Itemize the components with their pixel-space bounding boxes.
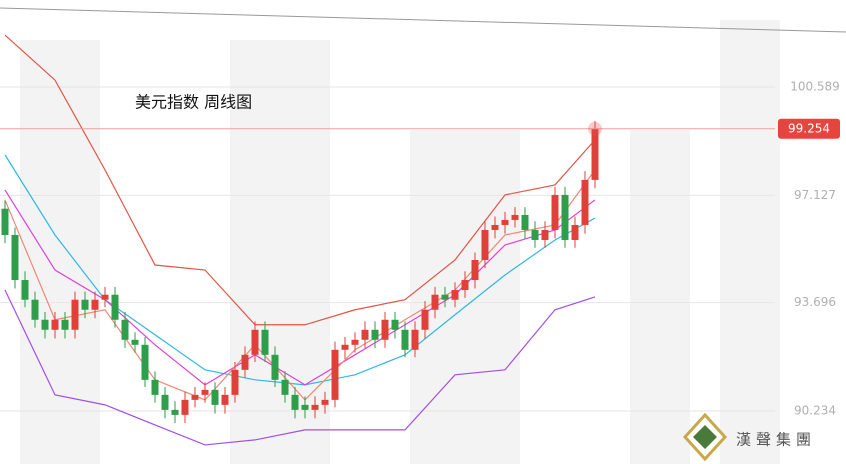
candle-body (271, 354, 279, 380)
candle-body (31, 299, 39, 320)
candle-body (421, 309, 429, 330)
candle-body (371, 329, 379, 340)
candle-body (541, 229, 549, 240)
candle-body (461, 280, 469, 291)
candle-body (451, 290, 459, 300)
candle-body (11, 234, 19, 281)
candle-body (571, 224, 579, 240)
indicator-line (4, 34, 596, 326)
candle-body (141, 344, 149, 380)
candle-body (341, 344, 349, 350)
current-price-dot (588, 121, 602, 136)
candle-body (281, 379, 289, 395)
candle-body (161, 394, 169, 410)
candle-body (411, 329, 419, 350)
candle-body (311, 404, 319, 410)
candle-body (241, 354, 249, 370)
candle-body (531, 229, 539, 240)
candle-body (131, 339, 139, 345)
candle-body (71, 299, 79, 330)
candle-body (51, 319, 59, 330)
candle-body (231, 369, 239, 395)
candle-body (551, 194, 559, 230)
candle-body (321, 399, 329, 405)
y-tick-label: 90.234 (794, 403, 836, 417)
candle-body (91, 299, 99, 310)
candle-body (561, 194, 569, 240)
candle-body (81, 299, 89, 310)
candle-body (491, 224, 499, 230)
candle-body (121, 319, 129, 340)
candle-body (191, 394, 199, 400)
price-tag (778, 118, 840, 139)
y-tick-label: 100.589 (790, 80, 840, 94)
candle-body (201, 389, 209, 395)
candle-body (521, 214, 529, 230)
candle-body (261, 329, 269, 355)
candle-body (441, 294, 449, 300)
logo (682, 412, 728, 462)
watermark: 漢聲集團 (736, 431, 816, 449)
candle-body (41, 319, 49, 330)
candle-body (181, 399, 189, 415)
candle-body (211, 389, 219, 405)
indicator-line (4, 289, 596, 446)
y-tick-label: 97.127 (794, 188, 836, 202)
candle-body (331, 349, 339, 400)
candle-body (361, 329, 369, 340)
candle-body (391, 319, 399, 330)
y-tick-label: 93.696 (794, 295, 836, 309)
trend-line (0, 7, 846, 33)
candle-body (61, 319, 69, 330)
candle-body (381, 319, 389, 340)
candle-body (581, 179, 589, 225)
candle-body (591, 128, 599, 180)
candle-body (251, 329, 259, 355)
candle-body (221, 394, 229, 405)
price-tag-label: 99.254 (788, 121, 830, 135)
candle-body (481, 229, 489, 261)
candle-body (301, 404, 309, 410)
candle-body (111, 294, 119, 320)
candle-body (1, 208, 9, 235)
candle-body (401, 329, 409, 350)
chart-title: 美元指数 周线图 (135, 93, 252, 112)
candle-body (21, 280, 29, 300)
candle-body (511, 214, 519, 220)
candle-body (291, 394, 299, 410)
candle-body (171, 409, 179, 415)
candle-body (101, 294, 109, 300)
candle-body (351, 339, 359, 345)
candle-body (151, 379, 159, 395)
candle-body (471, 260, 479, 281)
candle-body (501, 219, 509, 225)
candle-body (431, 294, 439, 310)
